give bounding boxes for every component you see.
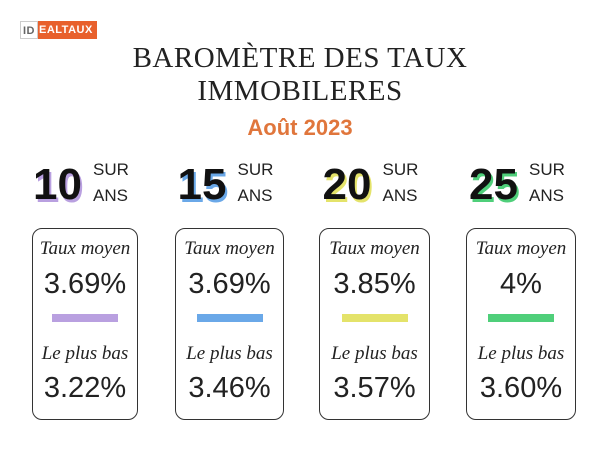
avg-label: Taux moyen bbox=[184, 238, 275, 259]
ans-label: ANS bbox=[237, 186, 273, 205]
duration: 25 bbox=[469, 160, 518, 209]
title-line: BAROMÈTRE DES TAUX bbox=[132, 42, 468, 74]
sur-label: SUR bbox=[237, 160, 274, 179]
sur-label: SUR bbox=[93, 160, 129, 179]
duration: 15 bbox=[177, 160, 227, 209]
rate-card bbox=[175, 228, 284, 420]
logo: ID EALTAUX bbox=[20, 21, 97, 39]
color-bar bbox=[341, 314, 408, 322]
duration: 20 bbox=[322, 160, 372, 209]
avg-label: Taux moyen bbox=[39, 238, 131, 259]
low-label: Le plus bas bbox=[186, 343, 273, 364]
low-label: Le plus bas bbox=[331, 343, 418, 364]
sur-label: SUR bbox=[529, 160, 565, 179]
low-label: Le plus bas bbox=[477, 343, 565, 364]
duration: 10 bbox=[33, 160, 82, 209]
title-line: IMMOBILERES bbox=[197, 75, 403, 107]
rate-card bbox=[32, 228, 138, 420]
low-rate: 3.57% bbox=[333, 372, 416, 404]
color-bar bbox=[52, 314, 118, 322]
rate-card bbox=[319, 228, 430, 420]
sur-label: SUR bbox=[382, 160, 419, 179]
avg-label: Taux moyen bbox=[475, 238, 567, 259]
logo-name: EALTAUX bbox=[38, 21, 97, 39]
subtitle: Août 2023 bbox=[247, 115, 353, 140]
rate-card bbox=[466, 228, 576, 420]
ans-label: ANS bbox=[529, 186, 564, 205]
color-bar bbox=[196, 314, 263, 322]
logo-prefix: ID bbox=[20, 21, 38, 39]
avg-rate: 3.69% bbox=[188, 268, 271, 300]
ans-label: ANS bbox=[382, 186, 418, 205]
ans-label: ANS bbox=[93, 186, 128, 205]
avg-rate: 3.85% bbox=[333, 268, 416, 300]
avg-label: Taux moyen bbox=[329, 238, 420, 259]
low-label: Le plus bas bbox=[41, 343, 129, 364]
low-rate: 3.22% bbox=[43, 372, 127, 404]
low-rate: 3.60% bbox=[479, 372, 563, 404]
color-bar bbox=[488, 314, 554, 322]
low-rate: 3.46% bbox=[188, 372, 271, 404]
avg-rate: 4% bbox=[500, 268, 542, 300]
avg-rate: 3.69% bbox=[43, 268, 127, 300]
